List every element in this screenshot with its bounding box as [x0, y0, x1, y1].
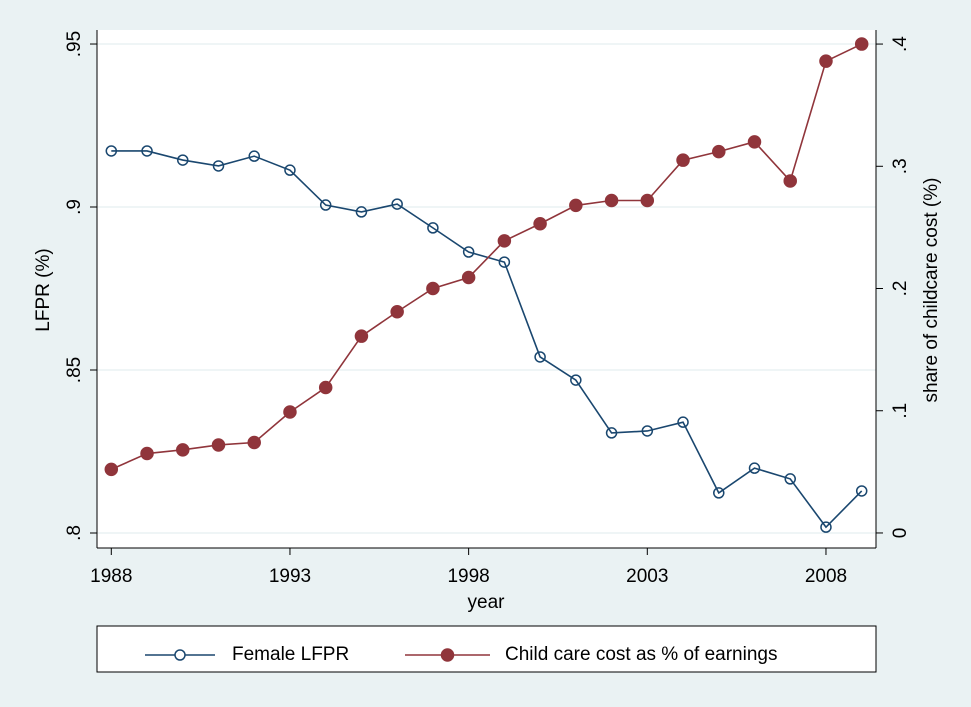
legend-marker — [174, 649, 186, 661]
x-tick-label: 1993 — [269, 566, 311, 587]
y2-tick-label: .3 — [890, 158, 911, 174]
data-point — [105, 145, 118, 157]
data-point — [498, 256, 511, 268]
x-axis-title: year — [468, 592, 506, 613]
data-point — [140, 446, 154, 461]
data-point — [212, 160, 225, 172]
y2-tick-label: .1 — [890, 403, 911, 419]
data-point — [461, 270, 476, 285]
data-point — [427, 222, 439, 234]
data-point — [747, 135, 762, 149]
data-point — [569, 198, 583, 213]
y-tick-label: .95 — [64, 31, 85, 57]
x-tick-label: 2008 — [805, 566, 847, 587]
data-point — [712, 144, 726, 159]
x-tick-label: 1988 — [90, 566, 132, 587]
data-point — [641, 425, 654, 437]
data-point — [677, 416, 689, 428]
y-axis-title: LFPR (%) — [33, 248, 54, 331]
data-point — [391, 198, 403, 210]
data-point — [104, 462, 119, 477]
data-point — [176, 443, 190, 457]
data-point — [247, 435, 261, 450]
legend-label: Child care cost as % of earnings — [505, 644, 777, 665]
data-point — [248, 150, 260, 162]
data-point — [640, 193, 655, 208]
x-tick-label: 1998 — [447, 566, 489, 587]
data-point — [748, 462, 761, 474]
plot-area — [97, 30, 876, 548]
data-point — [390, 304, 404, 319]
y2-tick-label: 0 — [890, 528, 911, 539]
data-point — [854, 37, 869, 51]
data-point — [355, 206, 368, 218]
data-point — [713, 487, 725, 499]
y-tick-label: .85 — [64, 357, 85, 383]
data-point — [319, 199, 332, 211]
legend-box — [96, 625, 877, 673]
data-point — [819, 54, 833, 68]
y2-axis-title: share of childcare cost (%) — [921, 178, 942, 403]
data-point — [676, 153, 690, 167]
y2-tick-label: .2 — [890, 281, 911, 297]
data-point — [570, 374, 582, 386]
data-point — [354, 329, 369, 343]
data-point — [820, 521, 832, 533]
legend-marker — [440, 648, 455, 662]
data-point — [318, 380, 333, 395]
data-point — [604, 193, 619, 208]
y2-tick-label: .4 — [890, 36, 911, 52]
data-point — [784, 473, 796, 485]
x-tick-label: 2003 — [626, 566, 668, 587]
data-point — [855, 485, 868, 497]
data-point — [534, 351, 546, 363]
data-point — [497, 234, 512, 248]
data-point — [283, 405, 297, 419]
data-point — [284, 164, 296, 176]
series-line — [111, 150, 863, 529]
data-point — [177, 154, 189, 166]
series-line — [110, 43, 863, 471]
data-point — [141, 145, 153, 157]
data-point — [605, 427, 618, 439]
data-point — [462, 246, 475, 258]
data-point — [533, 216, 547, 231]
legend-label: Female LFPR — [232, 644, 349, 665]
data-point — [211, 438, 226, 452]
y-tick-label: .9 — [64, 199, 85, 215]
data-point — [426, 281, 440, 296]
y-tick-label: .8 — [64, 525, 85, 541]
data-point — [783, 174, 797, 188]
